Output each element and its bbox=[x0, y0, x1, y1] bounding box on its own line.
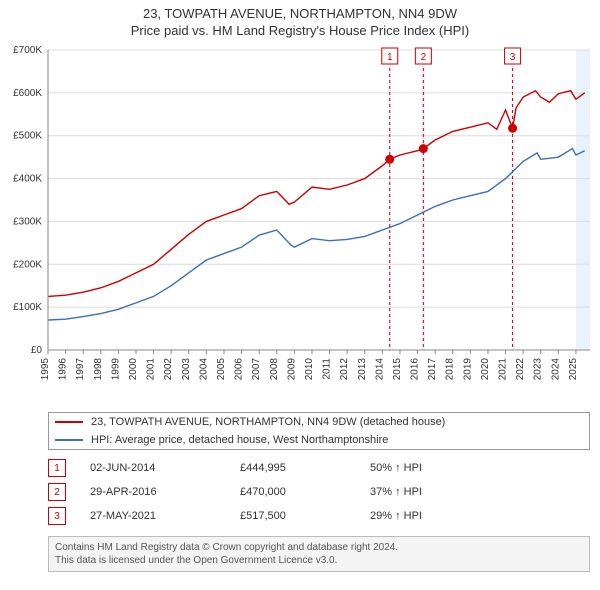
sale-date: 27-MAY-2021 bbox=[90, 510, 240, 522]
svg-text:1: 1 bbox=[387, 52, 393, 63]
sale-price: £444,995 bbox=[240, 462, 370, 474]
sale-badge: 3 bbox=[48, 507, 66, 525]
sale-price: £517,500 bbox=[240, 510, 370, 522]
legend-label: HPI: Average price, detached house, West… bbox=[91, 434, 388, 446]
svg-text:£400K: £400K bbox=[13, 174, 42, 185]
footer-line2: This data is licensed under the Open Gov… bbox=[55, 554, 583, 567]
svg-text:2011: 2011 bbox=[322, 358, 333, 380]
legend-box: 23, TOWPATH AVENUE, NORTHAMPTON, NN4 9DW… bbox=[48, 412, 590, 450]
svg-text:2003: 2003 bbox=[181, 358, 192, 381]
svg-text:2010: 2010 bbox=[304, 358, 315, 381]
title-sub: Price paid vs. HM Land Registry's House … bbox=[0, 23, 600, 38]
sale-date: 29-APR-2016 bbox=[90, 486, 240, 498]
svg-text:£600K: £600K bbox=[13, 88, 42, 99]
legend-swatch bbox=[55, 421, 83, 423]
footer-line1: Contains HM Land Registry data © Crown c… bbox=[55, 541, 583, 554]
chart-area: £0 £100K £200K £300K £400K £500K £600K £700K 199… bbox=[0, 40, 600, 410]
svg-text:1996: 1996 bbox=[58, 358, 69, 381]
svg-text:2019: 2019 bbox=[462, 358, 473, 381]
svg-text:2015: 2015 bbox=[392, 358, 403, 381]
svg-text:1995: 1995 bbox=[40, 358, 51, 381]
svg-text:1999: 1999 bbox=[110, 358, 121, 381]
legend-swatch bbox=[55, 439, 83, 441]
title-block: 23, TOWPATH AVENUE, NORTHAMPTON, NN4 9DW… bbox=[0, 0, 600, 40]
sale-delta: 29% ↑ HPI bbox=[370, 510, 422, 522]
title-main: 23, TOWPATH AVENUE, NORTHAMPTON, NN4 9DW bbox=[0, 6, 600, 21]
svg-text:2013: 2013 bbox=[357, 358, 368, 381]
svg-text:2007: 2007 bbox=[251, 358, 262, 381]
sale-price: £470,000 bbox=[240, 486, 370, 498]
svg-text:2002: 2002 bbox=[163, 358, 174, 381]
sales-row: 1 02-JUN-2014 £444,995 50% ↑ HPI bbox=[48, 456, 590, 480]
svg-text:2005: 2005 bbox=[216, 358, 227, 381]
svg-text:2014: 2014 bbox=[374, 358, 385, 381]
sale-date: 02-JUN-2014 bbox=[90, 462, 240, 474]
svg-text:3: 3 bbox=[510, 52, 516, 63]
svg-text:2025: 2025 bbox=[568, 358, 579, 381]
sale-badge: 2 bbox=[48, 483, 66, 501]
sales-table: 1 02-JUN-2014 £444,995 50% ↑ HPI 2 29-AP… bbox=[48, 456, 590, 528]
svg-text:2000: 2000 bbox=[128, 358, 139, 381]
svg-text:2006: 2006 bbox=[234, 358, 245, 381]
svg-text:£0: £0 bbox=[31, 345, 43, 356]
legend-row: HPI: Average price, detached house, West… bbox=[49, 431, 589, 449]
svg-text:1997: 1997 bbox=[75, 358, 86, 381]
sales-row: 3 27-MAY-2021 £517,500 29% ↑ HPI bbox=[48, 504, 590, 528]
svg-text:2023: 2023 bbox=[533, 358, 544, 381]
svg-text:2004: 2004 bbox=[198, 358, 209, 381]
svg-text:2024: 2024 bbox=[550, 358, 561, 381]
legend-label: 23, TOWPATH AVENUE, NORTHAMPTON, NN4 9DW… bbox=[91, 416, 445, 428]
svg-text:2018: 2018 bbox=[445, 358, 456, 381]
sale-badge: 1 bbox=[48, 459, 66, 477]
svg-text:£500K: £500K bbox=[13, 131, 42, 142]
chart-svg: £0 £100K £200K £300K £400K £500K £600K £700K 199… bbox=[0, 40, 600, 410]
legend-row: 23, TOWPATH AVENUE, NORTHAMPTON, NN4 9DW… bbox=[49, 413, 589, 431]
svg-text:2009: 2009 bbox=[286, 358, 297, 381]
svg-text:2020: 2020 bbox=[480, 358, 491, 381]
svg-text:£200K: £200K bbox=[13, 259, 42, 270]
svg-text:2012: 2012 bbox=[339, 358, 350, 381]
sale-delta: 37% ↑ HPI bbox=[370, 486, 422, 498]
sales-row: 2 29-APR-2016 £470,000 37% ↑ HPI bbox=[48, 480, 590, 504]
svg-text:2017: 2017 bbox=[427, 358, 438, 381]
svg-text:£700K: £700K bbox=[13, 45, 42, 56]
svg-text:£100K: £100K bbox=[13, 302, 42, 313]
svg-text:2022: 2022 bbox=[515, 358, 526, 381]
svg-text:1998: 1998 bbox=[93, 358, 104, 381]
footer-box: Contains HM Land Registry data © Crown c… bbox=[48, 536, 590, 572]
svg-text:2021: 2021 bbox=[498, 358, 509, 381]
sale-delta: 50% ↑ HPI bbox=[370, 462, 422, 474]
svg-text:2016: 2016 bbox=[410, 358, 421, 381]
svg-text:£300K: £300K bbox=[13, 216, 42, 227]
svg-text:2008: 2008 bbox=[269, 358, 280, 381]
svg-text:2: 2 bbox=[421, 52, 427, 63]
svg-text:2001: 2001 bbox=[146, 358, 157, 381]
chart-container: 23, TOWPATH AVENUE, NORTHAMPTON, NN4 9DW… bbox=[0, 0, 600, 572]
